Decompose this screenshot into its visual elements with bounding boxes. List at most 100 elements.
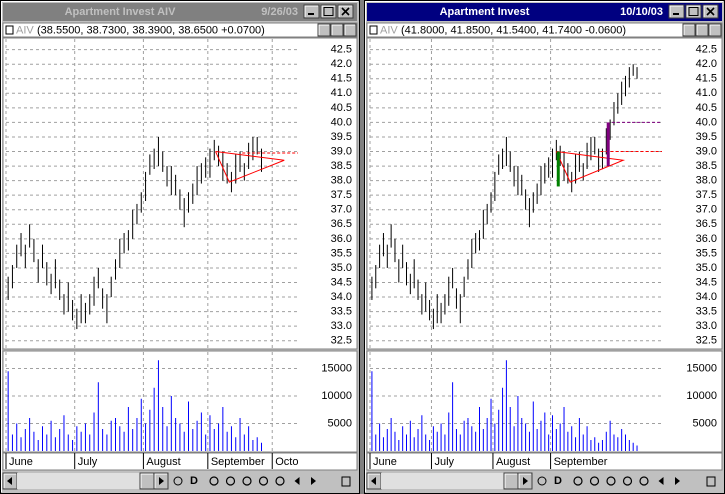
- scroll-right-bevel: [518, 473, 531, 488]
- toolbar-icon[interactable]: [706, 476, 716, 487]
- window-title: Apartment Invest AIV: [65, 6, 177, 18]
- pane-min-button[interactable]: [682, 23, 696, 37]
- pane-min-button[interactable]: [317, 23, 331, 37]
- date-axis: [2, 452, 358, 471]
- price-tick-label: 40.5: [331, 102, 352, 114]
- scroll-thumb-bevel: [504, 473, 517, 488]
- month-label: August: [146, 456, 180, 468]
- chart-window: Apartment Invest AIV 9/26/03 AIV (38.5500, …: [0, 0, 360, 494]
- toolbar-icon[interactable]: [639, 476, 649, 486]
- price-tick-label: 36.0: [331, 233, 352, 245]
- price-tick-label: 37.5: [696, 189, 717, 201]
- toolbar-icon[interactable]: [658, 477, 664, 485]
- quote: (41.8000, 41.8500, 41.5400, 41.7400 -0.0…: [401, 24, 626, 36]
- pane-close-button-bevel: [344, 24, 355, 35]
- price-tick-label: 39.0: [696, 145, 717, 157]
- maximize-button[interactable]: [685, 4, 702, 19]
- price-tick-label: 37.0: [696, 204, 717, 216]
- toolbar-icon[interactable]: [275, 476, 285, 486]
- price-tick-label: 38.5: [331, 160, 352, 172]
- month-label: July: [434, 456, 454, 468]
- toolbar-icon[interactable]: [675, 477, 680, 485]
- price-tick-label: 35.5: [331, 247, 352, 259]
- scroll-thumb[interactable]: [503, 472, 519, 490]
- pane-close-button[interactable]: [343, 23, 357, 37]
- month-label: June: [373, 456, 397, 468]
- maximize-button[interactable]: [320, 4, 337, 19]
- toolbar-icon[interactable]: [209, 476, 219, 486]
- price-tick-label: 35.0: [331, 262, 352, 274]
- pane-close-button-bevel: [709, 24, 720, 35]
- toolbar-icon[interactable]: D: [190, 475, 198, 487]
- window-title: Apartment Invest: [440, 6, 530, 18]
- toolbar-icon[interactable]: [606, 476, 616, 486]
- volume-tick-label: 5000: [693, 417, 717, 429]
- toolbar-icon[interactable]: [258, 476, 269, 486]
- toolbar-icon[interactable]: [622, 476, 633, 486]
- annotation: [555, 151, 626, 183]
- volume-tick-label: 15000: [686, 362, 717, 374]
- month-label: September: [554, 456, 608, 468]
- toolbar-icon[interactable]: [341, 476, 351, 487]
- price-tick-label: 40.5: [696, 102, 717, 114]
- pane-min-button-bevel: [683, 24, 694, 35]
- month-label: July: [78, 456, 98, 468]
- pane-max-button[interactable]: [695, 23, 709, 37]
- pane-max-button-bevel: [696, 24, 707, 35]
- minimize-button[interactable]: [303, 4, 320, 19]
- toolbar-icon[interactable]: [573, 476, 583, 486]
- close-glyph: [341, 7, 350, 16]
- quote-bar: [366, 22, 723, 38]
- toolbar-icon[interactable]: [537, 476, 547, 486]
- minimize-button[interactable]: [668, 4, 685, 19]
- pane-max-button[interactable]: [330, 23, 344, 37]
- window-bevel: [365, 1, 723, 492]
- toolbar-icon[interactable]: [311, 477, 316, 485]
- arrow: [7, 477, 12, 485]
- price-tick-label: 39.5: [331, 131, 352, 143]
- close-glyph: [706, 7, 715, 16]
- scroll-left-bevel: [367, 473, 380, 488]
- price-panel: [366, 37, 723, 350]
- price-tick-label: 37.5: [331, 189, 352, 201]
- toolbar-icon[interactable]: [173, 476, 183, 486]
- price-tick-label: 34.5: [696, 276, 717, 288]
- arrow: [523, 477, 528, 485]
- scroll-thumb[interactable]: [139, 472, 155, 490]
- annotation: [215, 151, 285, 183]
- volume-tick-label: 10000: [686, 390, 717, 402]
- price-tick-label: 41.5: [331, 73, 352, 85]
- symbol: AIV: [380, 24, 398, 36]
- price-tick-label: 42.5: [696, 44, 717, 56]
- window-date: 9/26/03: [261, 6, 298, 18]
- pane-close-button[interactable]: [708, 23, 722, 37]
- toolbar-icon[interactable]: [589, 476, 600, 486]
- maximize-button-bevel: [686, 5, 700, 17]
- toolbar-icon[interactable]: [225, 476, 236, 486]
- scroll-left-bevel: [3, 473, 16, 488]
- price-tick-label: 42.0: [696, 58, 717, 70]
- price-tick-label: 34.0: [696, 291, 717, 303]
- toolbar-icon[interactable]: D: [554, 475, 562, 487]
- price-tick-label: 42.0: [331, 58, 352, 70]
- toolbar-icon[interactable]: [294, 477, 300, 485]
- quote-icon: [369, 25, 378, 35]
- maximize-button-bevel: [321, 5, 335, 17]
- scroll-track: [17, 473, 167, 489]
- price-tick-label: 33.0: [696, 320, 717, 332]
- price-tick-label: 36.5: [696, 218, 717, 230]
- price-tick-label: 40.0: [331, 116, 352, 128]
- scroll-thumb-bevel: [140, 473, 153, 488]
- price-tick-label: 32.5: [331, 335, 352, 347]
- close-button-bevel: [703, 5, 717, 17]
- price-tick-label: 36.5: [331, 218, 352, 230]
- volume-tick-label: 15000: [321, 362, 352, 374]
- title-bar: [367, 3, 722, 21]
- price-tick-label: 39.0: [331, 145, 352, 157]
- price-tick-label: 38.5: [696, 160, 717, 172]
- symbol: AIV: [16, 24, 34, 36]
- minimize-button-bevel: [304, 5, 318, 17]
- toolbar-icon[interactable]: [242, 476, 252, 486]
- maximize-glyph: [688, 7, 699, 16]
